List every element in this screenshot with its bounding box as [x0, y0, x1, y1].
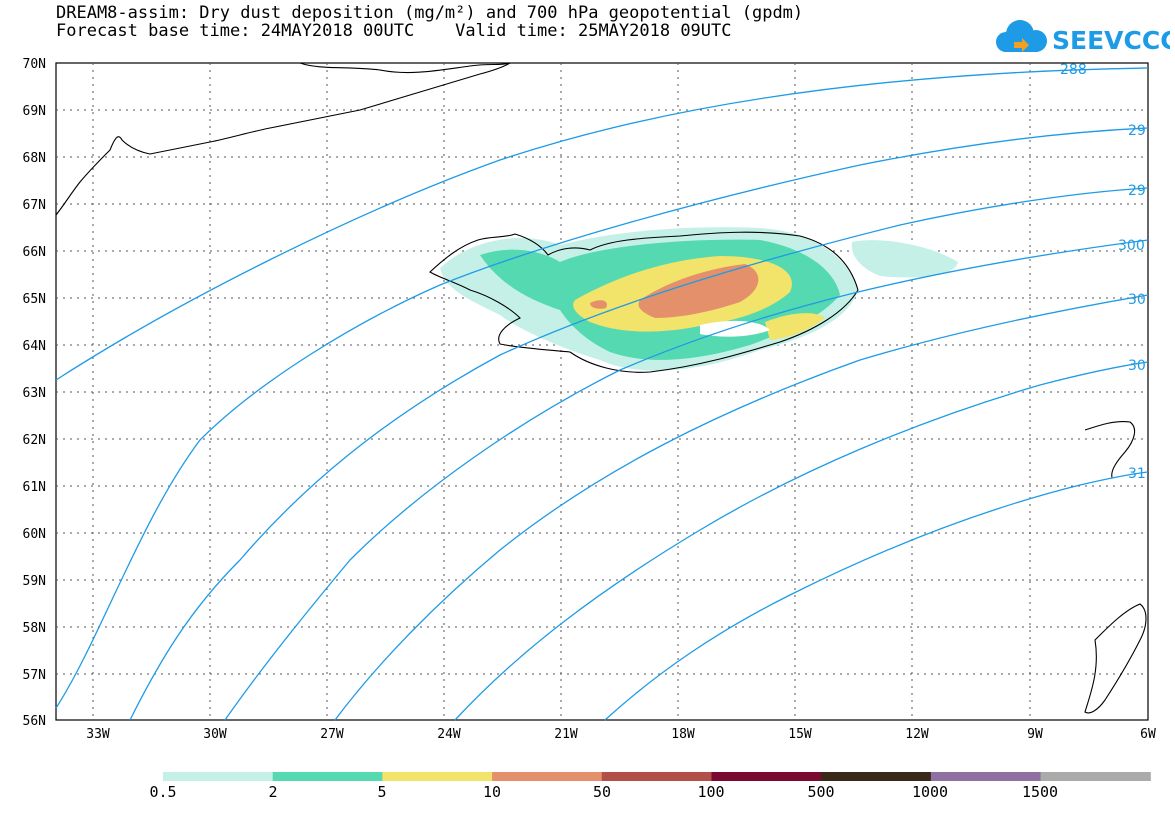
svg-text:30: 30	[1128, 292, 1146, 308]
lat-label: 65N	[22, 292, 46, 307]
lat-label: 56N	[22, 714, 46, 729]
lat-label: 69N	[22, 104, 46, 119]
svg-text:30: 30	[1128, 358, 1146, 374]
svg-text:29: 29	[1128, 183, 1146, 199]
colorbar-label: 2	[268, 783, 278, 801]
colorbar-label: 1500	[1021, 783, 1059, 801]
colorbar-swatch	[492, 772, 603, 781]
lat-label: 59N	[22, 574, 46, 589]
lat-label: 63N	[22, 386, 46, 401]
contour-labels: 288 29 29 300 30 30 31	[1060, 62, 1146, 482]
svg-text:300: 300	[1118, 238, 1145, 254]
colorbar-swatch	[821, 772, 932, 781]
colorbar	[163, 772, 1151, 781]
colorbar-label: 1000	[911, 783, 949, 801]
colorbar-label: 500	[807, 783, 835, 801]
contour-292	[55, 127, 1149, 709]
map-title-line2: Forecast base time: 24MAY2018 00UTC Vali…	[56, 21, 732, 41]
contour-288	[55, 67, 1149, 381]
contour-296	[129, 187, 1149, 721]
lat-label: 58N	[22, 621, 46, 636]
colorbar-swatch	[163, 772, 274, 781]
lat-label: 68N	[22, 151, 46, 166]
lon-label: 15W	[788, 727, 812, 742]
colorbar-swatch	[1040, 772, 1151, 781]
map-title-line1: DREAM8-assim: Dry dust deposition (mg/m²…	[56, 3, 804, 23]
contour-300	[224, 239, 1149, 721]
lon-label: 30W	[203, 727, 227, 742]
lat-label: 67N	[22, 198, 46, 213]
svg-text:29: 29	[1128, 123, 1146, 139]
colorbar-label: 10	[482, 783, 502, 801]
colorbar-swatch	[930, 772, 1042, 781]
colorbar-swatch	[711, 772, 822, 781]
lon-label: 24W	[437, 727, 461, 742]
lat-label: 61N	[22, 480, 46, 495]
graticule	[56, 63, 1148, 720]
colorbar-label: 5	[377, 783, 387, 801]
lat-label: 57N	[22, 668, 46, 683]
contour-304	[334, 294, 1149, 721]
lon-label: 33W	[86, 727, 110, 742]
colorbar-label: 100	[697, 783, 725, 801]
colorbar-swatch	[601, 772, 712, 781]
lon-label: 18W	[671, 727, 695, 742]
svg-text:SEEVCCC: SEEVCCC	[1052, 26, 1170, 55]
lat-label: 66N	[22, 245, 46, 260]
contour-308	[454, 361, 1149, 721]
coastlines	[55, 62, 1147, 714]
lon-label: 9W	[1027, 727, 1043, 742]
lat-label: 62N	[22, 433, 46, 448]
lon-label: 27W	[320, 727, 344, 742]
seevccc-logo: SEEVCCC	[996, 20, 1170, 55]
lat-label: 70N	[22, 57, 46, 72]
lat-label: 64N	[22, 339, 46, 354]
lon-label: 12W	[905, 727, 929, 742]
colorbar-swatch	[382, 772, 493, 781]
geopotential-contours	[55, 67, 1149, 721]
contour-312	[604, 471, 1149, 721]
colorbar-label: 0.5	[149, 783, 177, 801]
svg-text:31: 31	[1128, 466, 1146, 482]
colorbar-label: 50	[592, 783, 612, 801]
lon-label: 21W	[554, 727, 578, 742]
lon-label: 6W	[1140, 727, 1156, 742]
colorbar-swatch	[272, 772, 383, 781]
cloud-icon	[996, 20, 1047, 52]
dust-deposition-field	[440, 227, 958, 371]
svg-text:288: 288	[1060, 62, 1087, 78]
lat-label: 60N	[22, 527, 46, 542]
